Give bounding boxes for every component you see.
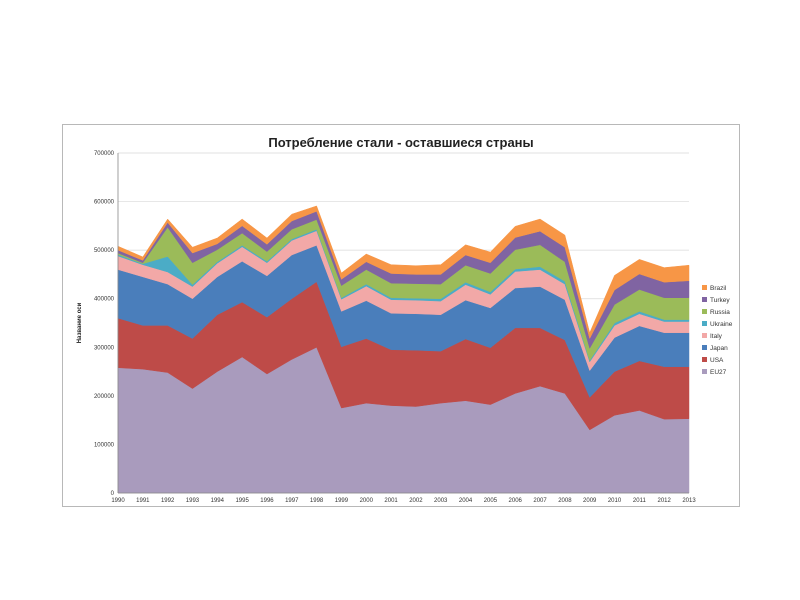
legend-swatch-ukraine [702,321,707,326]
x-tick-label: 1998 [310,498,324,504]
area-series-group [117,205,690,494]
x-tick-label: 2011 [633,498,647,504]
x-tick-label: 1999 [335,498,349,504]
chart-title: Потребление стали - оставшиеся страны [268,135,534,150]
x-tick-label: 2006 [509,498,523,504]
x-tick-label: 2004 [459,498,473,504]
x-tick-label: 2002 [409,498,423,504]
x-tick-label: 2013 [682,498,696,504]
legend-swatch-italy [702,333,707,338]
legend-label-usa: USA [710,357,724,364]
x-tick-label: 1991 [136,498,150,504]
x-tick-label: 1996 [260,498,274,504]
x-tick-label: 1997 [285,498,299,504]
legend-label-japan: Japan [710,345,728,352]
x-tick-label: 2008 [558,498,572,504]
x-tick-label: 2001 [384,498,398,504]
stacked-area-chart: 0 100000 200000 300000 400000 500000 600000 700… [77,151,733,504]
x-tick-label: 2003 [434,498,448,504]
y-tick-label: 300000 [94,345,115,351]
legend-swatch-japan [702,345,707,350]
legend-label-eu27: EU27 [710,369,727,376]
y-tick-label: 600000 [94,200,115,206]
x-tick-label: 1990 [111,498,125,504]
x-tick-label: 2012 [657,498,671,504]
legend-swatch-turkey [702,297,707,302]
y-tick-label: 700000 [94,151,115,157]
legend-swatch-usa [702,357,707,362]
legend-label-russia: Russia [710,309,730,316]
legend-label-brazil: Brazil [710,285,727,292]
area-series-brazil [117,205,690,340]
legend-label-turkey: Turkey [710,297,730,304]
legend-label-ukraine: Ukraine [710,321,733,328]
x-tick-label: 2005 [484,498,498,504]
axes: 0 100000 200000 300000 400000 500000 600000 700… [94,151,696,504]
y-tick-label: 100000 [94,442,115,448]
y-tick-label: 200000 [94,394,115,400]
x-tick-label: 2000 [360,498,374,504]
x-tick-label: 2010 [608,498,622,504]
legend-swatch-eu27 [702,369,707,374]
x-tick-label: 1994 [211,498,225,504]
y-tick-label: 500000 [94,248,115,254]
x-tick-label: 1995 [235,498,249,504]
legend-swatch-brazil [702,285,707,290]
y-axis-title: Название оси [77,302,83,343]
x-tick-label: 2007 [533,498,547,504]
legend-swatch-russia [702,309,707,314]
x-tick-label: 1992 [161,498,175,504]
y-tick-label: 0 [111,491,115,497]
legend-label-italy: Italy [710,333,723,340]
x-tick-label: 1993 [186,498,200,504]
y-tick-label: 400000 [94,297,115,303]
legend: Brazil Turkey Russia Ukraine Italy Japan USA EU… [702,285,733,376]
x-tick-label: 2009 [583,498,597,504]
